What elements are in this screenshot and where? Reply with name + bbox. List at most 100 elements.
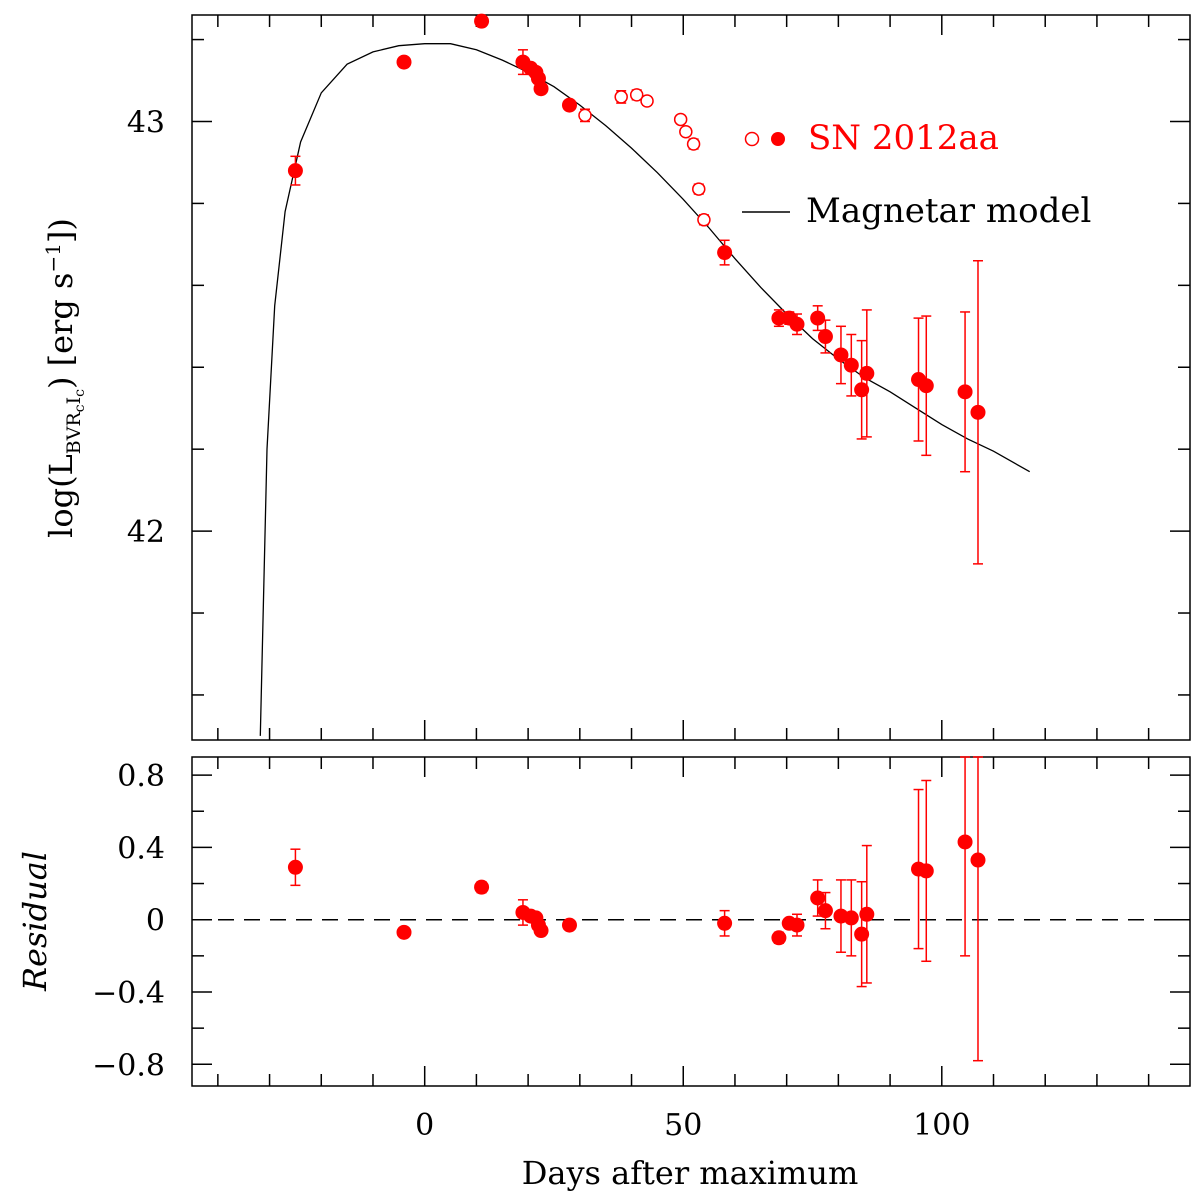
marker-filled	[957, 834, 973, 850]
marker-filled	[859, 365, 875, 381]
marker-filled	[474, 13, 490, 29]
data-point-filled	[561, 917, 577, 933]
marker-filled	[833, 347, 849, 363]
marker-filled	[918, 378, 934, 394]
x-tick-label: 100	[913, 1108, 970, 1143]
data-point-filled	[789, 313, 805, 336]
marker-filled	[810, 310, 826, 326]
data-point-filled	[287, 155, 303, 186]
x-tick-label: 0	[415, 1108, 434, 1143]
data-point-open	[614, 90, 628, 104]
marker-filled	[396, 924, 412, 940]
marker-open	[697, 213, 711, 227]
data-point-open	[640, 94, 654, 108]
marker-filled	[533, 923, 549, 939]
marker-filled	[533, 81, 549, 97]
bottom-y-tick-label: 0	[146, 904, 165, 939]
marker-filled	[918, 863, 934, 879]
marker-filled	[771, 310, 787, 326]
data-point-open	[578, 108, 592, 123]
data-point-open	[629, 88, 644, 102]
data-point-filled	[789, 913, 805, 937]
marker-open	[629, 88, 644, 102]
top-plot-frame	[191, 14, 1191, 741]
x-axis-label: Days after maximum	[522, 1154, 859, 1192]
top-points-layer	[287, 13, 986, 565]
data-point-filled	[970, 756, 986, 1062]
marker-filled	[970, 404, 986, 420]
top-y-tick-label: 42	[127, 515, 165, 550]
marker-open	[673, 112, 688, 127]
data-point-filled	[854, 339, 870, 440]
data-point-filled	[833, 325, 849, 385]
data-point-filled	[396, 54, 412, 70]
marker-filled	[970, 852, 986, 868]
y-label-sub2: c	[72, 404, 88, 412]
data-point-filled	[287, 848, 303, 887]
data-point-open	[697, 213, 711, 227]
bottom-points-layer	[287, 756, 986, 1062]
data-point-filled	[817, 891, 833, 930]
top-ticks	[192, 15, 1190, 740]
data-point-filled	[859, 309, 875, 438]
y-label-end: ])	[42, 218, 80, 243]
bottom-panel: 0.8 0.4 0 −0.4 −0.8 0 50 100 Residual Days aft…	[16, 756, 1191, 1192]
bottom-y-tick-label: 0.8	[117, 759, 165, 794]
data-point-filled	[854, 880, 870, 988]
marker-filled	[287, 859, 303, 875]
marker-open	[640, 94, 654, 108]
top-y-axis-label: log(LBVRcIc) [erg s−1])	[41, 218, 88, 538]
marker-filled	[789, 316, 805, 332]
marker-filled	[854, 382, 870, 398]
data-point-open	[679, 124, 693, 139]
marker-filled	[817, 903, 833, 919]
marker-filled	[817, 329, 833, 345]
marker-filled	[789, 917, 805, 933]
data-point-filled	[474, 879, 490, 895]
marker-filled	[957, 384, 973, 400]
top-panel: 42 43 log(LBVRcIc) [erg s−1]) SN 2012aa M…	[41, 13, 1191, 741]
data-point-filled	[918, 315, 934, 457]
data-point-filled	[771, 309, 787, 328]
x-tick-label: 50	[664, 1108, 702, 1143]
data-point-filled	[533, 81, 549, 97]
data-point-filled	[918, 779, 934, 963]
bottom-y-axis-label: Residual	[16, 851, 54, 992]
marker-filled	[854, 926, 870, 942]
bottom-plot-frame	[191, 756, 1191, 1087]
legend-sn-label: SN 2012aa	[808, 118, 999, 158]
marker-open	[578, 108, 592, 123]
marker-filled	[474, 879, 490, 895]
data-point-filled	[533, 923, 549, 939]
marker-open	[679, 124, 693, 139]
y-label-sub3: I	[63, 397, 85, 405]
data-point-filled	[970, 260, 986, 565]
marker-filled	[843, 357, 859, 373]
legend-model-label: Magnetar model	[806, 191, 1091, 231]
legend-open-marker	[744, 131, 760, 147]
marker-open	[614, 90, 628, 104]
data-point-open	[692, 182, 706, 196]
marker-filled	[859, 906, 875, 922]
marker-open	[692, 182, 706, 196]
data-point-open	[673, 112, 688, 127]
legend-filled-marker	[771, 132, 785, 146]
marker-filled	[810, 890, 826, 906]
data-point-filled	[859, 844, 875, 984]
data-point-filled	[396, 924, 412, 940]
marker-filled	[843, 910, 859, 926]
top-y-tick-labels: 42 43	[127, 105, 165, 550]
y-label-log: log(L	[42, 454, 80, 538]
marker-filled	[561, 917, 577, 933]
data-point-open	[686, 137, 701, 151]
bottom-y-tick-label: −0.8	[92, 1048, 165, 1083]
top-y-tick-label: 43	[127, 105, 165, 140]
y-label-tail: ) [erg s	[42, 273, 80, 389]
magnetar-model-curve	[259, 43, 1031, 736]
y-label-sub4: c	[72, 389, 88, 397]
data-point-filled	[843, 333, 859, 397]
marker-filled	[561, 97, 577, 113]
marker-filled	[396, 54, 412, 70]
data-point-filled	[817, 319, 833, 354]
marker-filled	[771, 930, 787, 946]
